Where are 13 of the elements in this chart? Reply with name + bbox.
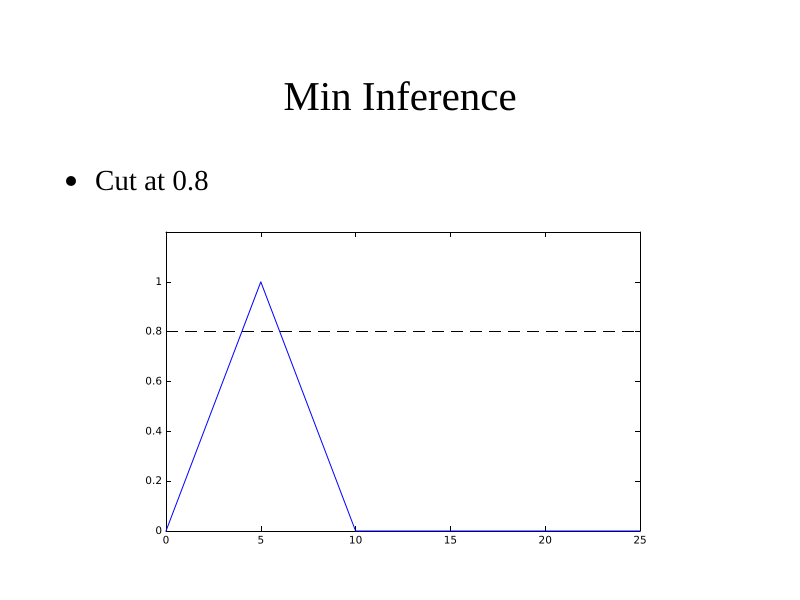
y-tick-label: 0.2: [145, 475, 162, 488]
y-tick-label: 0: [155, 525, 162, 537]
x-tick-label: 5: [257, 534, 264, 546]
x-tick-label: 25: [633, 534, 647, 546]
y-tick-label: 0.4: [145, 425, 162, 438]
x-tick-label: 20: [538, 534, 552, 546]
y-tick-label: 0.6: [145, 376, 162, 388]
y-tick-label: 1: [155, 276, 162, 288]
x-tick-label: 15: [444, 534, 458, 546]
chart-title: Min Inference: [282, 73, 518, 120]
x-tick-label: 10: [348, 534, 362, 546]
chart-subtitle: Cut at 0.8: [95, 165, 209, 197]
y-tick-label: 0.8: [145, 326, 162, 338]
